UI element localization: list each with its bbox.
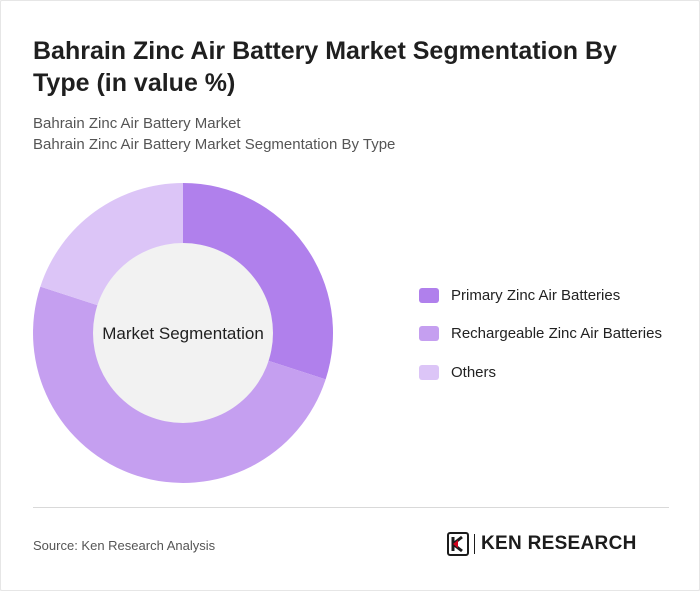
donut-center [93, 243, 273, 423]
legend-item-others: Others [419, 362, 662, 382]
legend-item-primary: Primary Zinc Air Batteries [419, 285, 662, 305]
legend-item-rechargeable: Rechargeable Zinc Air Batteries [419, 324, 662, 344]
chart-title: Bahrain Zinc Air Battery Market Segmenta… [33, 37, 617, 97]
chart-subtitle-market: Bahrain Zinc Air Battery Market [33, 115, 241, 132]
ken-research-logo: KEN RESEARCH [447, 530, 637, 558]
legend-label-others: Others [451, 363, 497, 381]
ken-research-logo-icon [447, 532, 469, 556]
legend-swatch-rechargeable [419, 326, 439, 341]
legend-label-primary: Primary Zinc Air Batteries [451, 286, 621, 304]
logo-wordmark: KEN RESEARCH [481, 533, 637, 554]
source-note: Source: Ken Research Analysis [33, 538, 216, 553]
chart-legend: Primary Zinc Air Batteries Rechargeable … [419, 285, 662, 401]
footer-divider [33, 507, 669, 508]
donut-center-label: Market Segmentation [102, 324, 264, 343]
logo-separator [474, 534, 475, 554]
legend-swatch-others [419, 364, 439, 380]
legend-label-rechargeable: Rechargeable Zinc Air Batteries [451, 325, 662, 342]
legend-swatch-primary [419, 287, 439, 303]
donut-chart: Market Segmentation [33, 183, 333, 483]
chart-subtitle-segmentation: Bahrain Zinc Air Battery Market Segmenta… [33, 136, 396, 153]
